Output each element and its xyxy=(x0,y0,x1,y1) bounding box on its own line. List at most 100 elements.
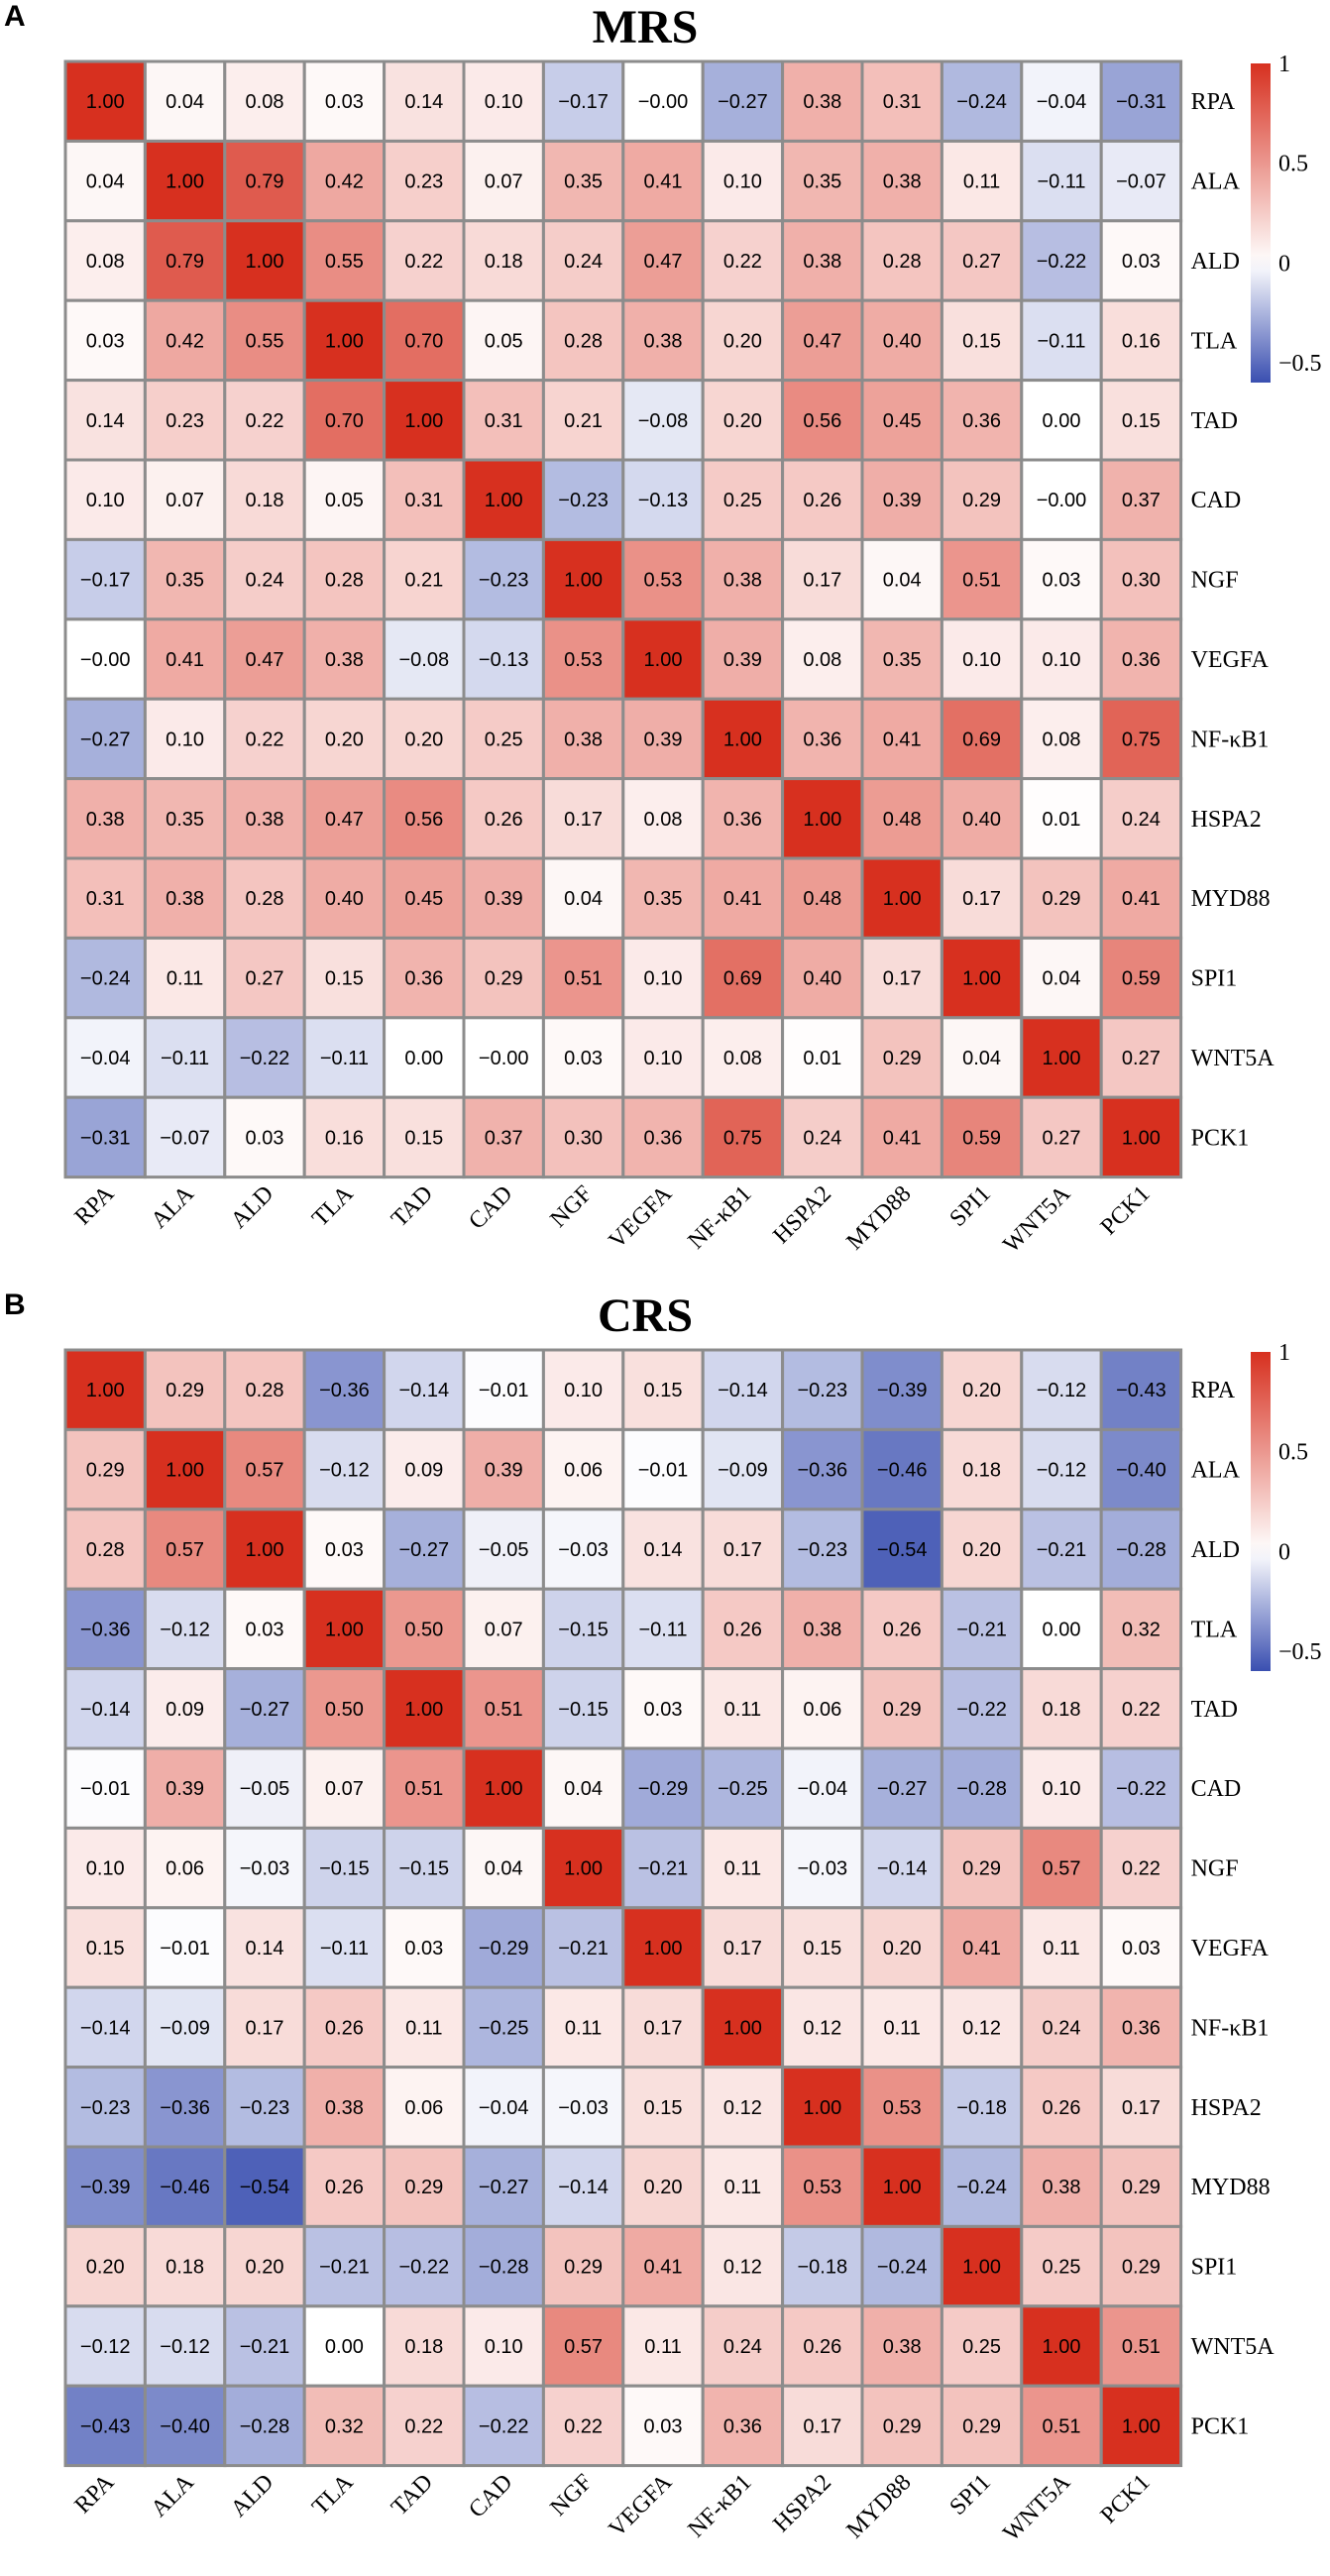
cell-value-label: 1.00 xyxy=(962,968,1001,990)
row-label: TAD xyxy=(1191,408,1238,434)
cell-value-label: 0.15 xyxy=(644,2097,683,2119)
cell-value-label: 0.29 xyxy=(86,1460,125,1482)
cell-value-label: 0.01 xyxy=(1043,809,1081,831)
heatmap-cell xyxy=(223,617,306,701)
heatmap-cell xyxy=(63,1826,147,1910)
heatmap-cell xyxy=(1099,1427,1183,1512)
heatmap-cell xyxy=(940,856,1024,940)
heatmap-cell xyxy=(1020,1508,1103,1591)
cell-value-label: 0.38 xyxy=(166,888,204,910)
heatmap-cell xyxy=(621,1348,705,1431)
cell-value-label: 0.20 xyxy=(86,2257,125,2279)
cell-value-label: −0.28 xyxy=(1116,1539,1166,1561)
heatmap-cell xyxy=(1099,2224,1183,2308)
cell-value-label: −0.21 xyxy=(956,1619,1007,1640)
cell-value-label: 1.00 xyxy=(564,1858,603,1880)
cell-value-label: 0.20 xyxy=(644,2177,683,2198)
cell-value-label: 0.53 xyxy=(883,2097,922,2119)
cell-value-label: −0.31 xyxy=(80,1127,131,1149)
cell-value-label: 0.21 xyxy=(564,410,603,432)
column-label: TLA xyxy=(307,2469,359,2520)
cell-value-label: 0.30 xyxy=(564,1127,603,1149)
heatmap-cell xyxy=(302,1906,387,1989)
cell-value-label: 0.25 xyxy=(485,728,523,750)
heatmap-cell xyxy=(701,1667,785,1750)
heatmap-cell xyxy=(860,2066,943,2149)
legend-tick-label: 0 xyxy=(1278,251,1290,277)
column-label: SPI1 xyxy=(944,1180,995,1231)
cell-value-label: 0.30 xyxy=(1122,570,1161,592)
cell-value-label: 0.22 xyxy=(564,2415,603,2437)
cell-value-label: 0.00 xyxy=(1043,410,1081,432)
heatmap-cell xyxy=(63,936,147,1020)
cell-value-label: 0.40 xyxy=(325,888,364,910)
heatmap-cell xyxy=(302,298,387,383)
cell-value-label: 0.14 xyxy=(246,1938,284,1960)
cell-value-label: 0.39 xyxy=(485,1460,523,1482)
cell-value-label: 0.69 xyxy=(723,968,762,990)
cell-value-label: 0.05 xyxy=(485,330,523,352)
heatmap-cell xyxy=(781,537,864,621)
row-label: SPI1 xyxy=(1191,2255,1238,2281)
cell-value-label: 0.69 xyxy=(962,728,1001,750)
row-label: CAD xyxy=(1191,488,1242,513)
heatmap-cell xyxy=(781,298,864,383)
heatmap-cell xyxy=(701,379,785,462)
heatmap-cell xyxy=(541,1667,625,1750)
heatmap-cell xyxy=(1099,1667,1183,1750)
cell-value-label: 0.03 xyxy=(325,91,364,113)
column-label: ALD xyxy=(226,1180,278,1233)
heatmap-cell xyxy=(621,777,705,860)
heatmap-cell xyxy=(701,2384,785,2468)
heatmap-cell xyxy=(63,1906,147,1989)
cell-value-label: 0.38 xyxy=(803,91,841,113)
cell-value-label: 0.28 xyxy=(564,330,603,352)
heatmap-cell xyxy=(143,1016,227,1099)
heatmap-cell xyxy=(63,1587,147,1671)
cell-value-label: 0.10 xyxy=(166,728,204,750)
cell-value-label: −0.09 xyxy=(718,1460,768,1482)
cell-value-label: −0.22 xyxy=(479,2415,529,2437)
cell-value-label: 0.24 xyxy=(246,570,284,592)
heatmap-cell xyxy=(541,1095,625,1179)
column-label: SPI1 xyxy=(944,2469,995,2520)
cell-value-label: 0.04 xyxy=(564,1778,603,1800)
heatmap-cell xyxy=(701,1906,785,1989)
cell-value-label: 0.25 xyxy=(1043,2257,1081,2279)
heatmap-cell xyxy=(621,379,705,462)
cell-value-label: 0.14 xyxy=(404,91,443,113)
cell-value-label: 0.59 xyxy=(962,1127,1001,1149)
cell-value-label: −0.17 xyxy=(558,91,609,113)
cell-value-label: 1.00 xyxy=(404,410,443,432)
cell-value-label: −0.11 xyxy=(1037,171,1085,193)
cell-value-label: 0.51 xyxy=(1122,2336,1161,2358)
heatmap-cell xyxy=(63,1508,147,1591)
cell-value-label: −0.21 xyxy=(240,2336,290,2358)
cell-value-label: −0.24 xyxy=(956,91,1007,113)
cell-value-label: 0.40 xyxy=(883,330,922,352)
heatmap-cell xyxy=(462,219,545,302)
column-label: CAD xyxy=(464,1180,517,1234)
cell-value-label: 0.11 xyxy=(883,2017,920,2039)
heatmap-cell xyxy=(302,537,387,621)
column-label: MYD88 xyxy=(841,1180,916,1255)
cell-value-label: 0.40 xyxy=(803,968,841,990)
cell-value-label: 0.41 xyxy=(723,888,762,910)
cell-value-label: 0.38 xyxy=(883,171,922,193)
heatmap-crs: 1.00 0.29 0.28 −0.36 −0.14 −0.01 0.10 0.15 −0.14… xyxy=(63,1340,1322,2546)
heatmap-cell xyxy=(302,458,387,541)
cell-value-label: 0.22 xyxy=(246,410,284,432)
cell-value-label: 0.38 xyxy=(883,2336,922,2358)
cell-value-label: −0.11 xyxy=(320,1048,369,1069)
heatmap-cell xyxy=(383,1985,466,2070)
cell-value-label: 1.00 xyxy=(1122,2415,1161,2437)
cell-value-label: 0.31 xyxy=(883,91,922,113)
cell-value-label: 0.03 xyxy=(404,1938,443,1960)
cell-value-label: 0.26 xyxy=(485,809,523,831)
cell-value-label: −0.22 xyxy=(240,1048,290,1069)
heatmap-cell xyxy=(1099,1508,1183,1591)
heatmap-cell xyxy=(940,1348,1024,1431)
heatmap-cell xyxy=(1099,1587,1183,1671)
cell-value-label: 1.00 xyxy=(883,888,922,910)
cell-value-label: 0.45 xyxy=(883,410,922,432)
